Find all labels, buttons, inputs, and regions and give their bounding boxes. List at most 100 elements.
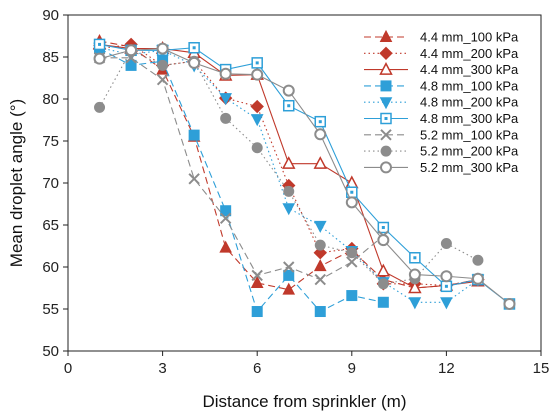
legend-marker	[380, 161, 392, 174]
legend-item: 4.8 mm_200 kPa	[364, 95, 519, 110]
data-point	[251, 142, 263, 154]
data-point	[345, 196, 358, 209]
data-point	[156, 73, 169, 86]
data-point	[219, 93, 232, 106]
data-point	[313, 220, 327, 233]
y-tick-label: 70	[42, 175, 59, 192]
data-point	[314, 128, 327, 141]
x-tick-label: 15	[533, 360, 550, 377]
data-point	[251, 306, 263, 318]
data-point	[283, 269, 295, 281]
x-tick-label: 9	[348, 360, 356, 377]
data-point	[250, 99, 264, 114]
ticks-layer: 0 3 6 9 12 15 50 55 60 65 70 75 80 85 90	[42, 7, 549, 377]
data-point	[408, 268, 421, 281]
y-tick-label: 60	[42, 259, 59, 276]
x-tick-label: 3	[158, 360, 166, 377]
legend-label: 4.8 mm_200 kPa	[420, 95, 519, 110]
data-point	[156, 42, 169, 55]
data-point-center	[381, 226, 385, 230]
data-point	[188, 129, 200, 141]
data-point	[219, 67, 232, 80]
y-tick-label: 75	[42, 133, 59, 150]
legend-label: 4.4 mm_300 kPa	[420, 62, 519, 77]
legend-item: 4.4 mm_300 kPa	[364, 61, 519, 77]
legend-label: 5.2 mm_200 kPa	[420, 144, 519, 159]
data-point	[251, 68, 264, 81]
legend-item: 5.2 mm_300 kPa	[364, 160, 519, 175]
series-7	[93, 52, 390, 286]
legend-label: 4.8 mm_300 kPa	[420, 111, 519, 126]
data-point	[93, 52, 106, 65]
x-tick-label: 0	[64, 360, 72, 377]
legend-marker	[380, 129, 392, 141]
data-point	[250, 114, 264, 127]
y-tick-label: 55	[42, 301, 59, 318]
legend-item: 4.4 mm_100 kPa	[364, 30, 519, 45]
legend-label: 4.4 mm_100 kPa	[420, 30, 519, 45]
data-point-center	[287, 104, 291, 108]
data-point	[440, 297, 453, 310]
data-point	[188, 173, 200, 185]
data-point	[408, 297, 422, 310]
data-point	[377, 234, 390, 247]
data-point	[440, 270, 453, 283]
y-tick-label: 80	[42, 91, 59, 108]
data-point-center	[444, 284, 448, 288]
data-point	[472, 254, 484, 266]
data-point	[94, 101, 106, 113]
data-point	[283, 261, 295, 273]
y-axis-label: Mean droplet angle (°)	[7, 99, 26, 267]
data-point-center	[350, 190, 354, 194]
legend-marker	[380, 80, 392, 92]
data-point-center	[413, 256, 417, 260]
x-axis-label: Distance from sprinkler (m)	[202, 392, 406, 411]
data-point	[282, 282, 296, 295]
legend-item: 5.2 mm_100 kPa	[364, 127, 519, 142]
data-point	[219, 240, 232, 253]
data-point	[314, 273, 326, 286]
x-tick-label: 6	[253, 360, 261, 377]
legend-label: 5.2 mm_100 kPa	[420, 127, 519, 142]
data-point	[376, 263, 391, 277]
data-point	[377, 278, 389, 290]
data-point	[282, 84, 295, 97]
legend-marker	[379, 97, 393, 110]
data-point	[314, 306, 326, 318]
data-point	[440, 237, 452, 249]
y-tick-label: 65	[42, 217, 59, 234]
legend-item: 5.2 mm_200 kPa	[364, 144, 519, 159]
data-point	[125, 44, 138, 57]
data-point	[346, 256, 358, 268]
y-tick-label: 90	[42, 7, 59, 24]
data-point	[346, 290, 358, 302]
series-line	[99, 57, 384, 281]
data-point	[503, 297, 516, 310]
legend-item: 4.4 mm_200 kPa	[364, 46, 519, 61]
series-9	[93, 42, 516, 310]
data-point	[377, 296, 389, 308]
legend-item: 4.8 mm_100 kPa	[364, 78, 519, 93]
y-tick-label: 85	[42, 49, 59, 66]
data-point	[313, 259, 327, 272]
data-point	[471, 272, 484, 285]
data-point-center	[192, 46, 196, 50]
data-point	[345, 175, 359, 189]
data-point	[346, 247, 358, 259]
data-point	[251, 269, 263, 282]
data-point	[219, 212, 232, 224]
legend-marker	[379, 46, 393, 61]
y-tick-label: 50	[42, 343, 59, 360]
legend-marker-center	[384, 117, 388, 120]
legend-marker	[379, 61, 393, 75]
data-point	[188, 56, 201, 69]
data-point	[281, 156, 296, 169]
legend-label: 4.4 mm_200 kPa	[420, 46, 519, 61]
series-layer	[92, 33, 516, 318]
data-point-center	[98, 42, 102, 46]
series-line	[99, 48, 384, 313]
data-point-center	[318, 120, 322, 124]
data-point	[408, 280, 422, 294]
data-point	[157, 59, 169, 71]
data-point	[250, 275, 264, 288]
